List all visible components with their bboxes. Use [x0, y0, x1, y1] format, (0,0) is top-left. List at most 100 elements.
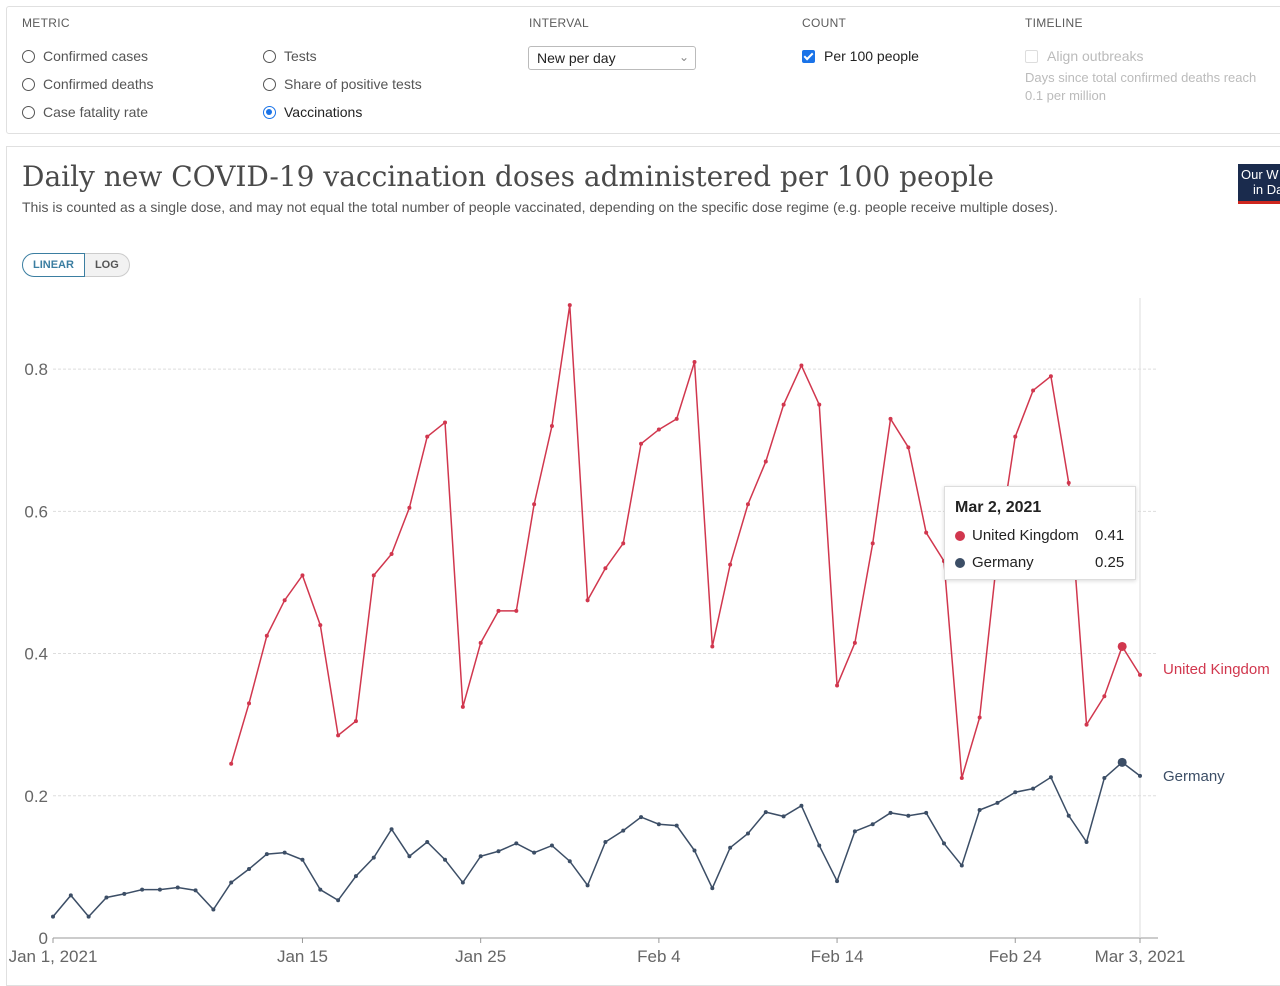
- data-point: [977, 808, 982, 812]
- data-point: [603, 566, 608, 571]
- data-point: [888, 416, 893, 421]
- data-point: [425, 840, 430, 844]
- data-point: [710, 886, 715, 891]
- metric-option-confirmed-deaths[interactable]: Confirmed deaths: [22, 76, 154, 92]
- y-tick-label: 0.6: [24, 502, 48, 521]
- data-point: [211, 907, 216, 912]
- count-per-100-option[interactable]: Per 100 people: [802, 48, 919, 64]
- data-point: [817, 402, 822, 407]
- data-point: [1138, 773, 1142, 778]
- controls-panel: [6, 6, 1280, 134]
- data-point: [1013, 790, 1018, 795]
- data-point: [817, 843, 822, 848]
- chart-subtitle: This is counted as a single dose, and ma…: [22, 199, 1058, 215]
- tooltip-series-name: United Kingdom: [972, 527, 1079, 544]
- data-point: [140, 887, 145, 892]
- germany-color-dot: [955, 557, 965, 568]
- tooltip-germany-value: 0.25: [1095, 554, 1125, 571]
- data-point: [870, 541, 875, 546]
- data-point: [460, 880, 465, 885]
- log-scale-button[interactable]: LOG: [84, 253, 130, 277]
- x-tick-label: Jan 1, 2021: [9, 947, 98, 966]
- data-point: [282, 598, 287, 603]
- data-point: [621, 828, 626, 833]
- checkbox-icon[interactable]: [1025, 49, 1038, 63]
- data-point: [247, 867, 252, 872]
- data-point: [835, 683, 840, 688]
- option-label: Align outbreaks: [1047, 48, 1144, 64]
- logo-line1: Our W: [1241, 167, 1279, 182]
- data-point: [229, 880, 234, 885]
- y-tick-label: 0: [39, 929, 48, 948]
- data-point: [1102, 776, 1107, 780]
- interval-select[interactable]: New per day ⌄: [528, 46, 696, 70]
- radio-icon[interactable]: [263, 49, 276, 63]
- data-point: [674, 416, 679, 421]
- radio-icon[interactable]: [22, 105, 35, 119]
- end-label-germany: Germany: [1163, 768, 1225, 785]
- data-point: [1138, 672, 1142, 677]
- data-point: [888, 810, 893, 815]
- data-point: [567, 859, 572, 864]
- data-point: [924, 810, 929, 815]
- data-point: [1031, 786, 1036, 791]
- count-section-title: COUNT: [802, 16, 847, 30]
- data-point: [852, 829, 857, 834]
- y-tick-label: 0.2: [24, 787, 48, 806]
- metric-option-vaccinations[interactable]: Vaccinations: [263, 104, 362, 120]
- tooltip-row-uk: United Kingdom: [955, 527, 1079, 544]
- data-point: [478, 640, 483, 645]
- radio-selected-icon[interactable]: [263, 105, 276, 119]
- metric-option-share-positive[interactable]: Share of positive tests: [263, 76, 422, 92]
- radio-icon[interactable]: [22, 77, 35, 91]
- data-point: [603, 840, 608, 844]
- data-point: [585, 883, 590, 888]
- tooltip-series-name: Germany: [972, 554, 1034, 571]
- data-point: [460, 704, 465, 709]
- data-point: [870, 822, 875, 827]
- chart-title: Daily new COVID-19 vaccination doses adm…: [22, 160, 994, 193]
- data-point: [621, 541, 626, 546]
- metric-option-confirmed-cases[interactable]: Confirmed cases: [22, 48, 148, 64]
- radio-icon[interactable]: [263, 77, 276, 91]
- option-label: Tests: [284, 48, 317, 64]
- data-point: [1084, 722, 1089, 727]
- data-point: [639, 815, 644, 820]
- metric-option-case-fatality-rate[interactable]: Case fatality rate: [22, 104, 148, 120]
- data-point: [728, 562, 733, 567]
- checkbox-checked-icon[interactable]: [802, 49, 815, 63]
- metric-option-tests[interactable]: Tests: [263, 48, 317, 64]
- data-point: [407, 854, 412, 859]
- data-point: [157, 887, 162, 892]
- data-point: [496, 849, 501, 854]
- data-point: [1048, 374, 1053, 379]
- data-point: [656, 427, 661, 432]
- y-tick-label: 0.4: [24, 645, 48, 664]
- data-point: [1117, 641, 1127, 651]
- data-point: [353, 719, 358, 724]
- align-outbreaks-option[interactable]: Align outbreaks: [1025, 48, 1144, 64]
- data-point: [1031, 388, 1036, 393]
- x-tick-label: Feb 14: [811, 947, 864, 966]
- scale-toggle: LINEAR LOG: [22, 253, 130, 277]
- data-point: [300, 857, 305, 862]
- data-point: [906, 813, 911, 818]
- data-point: [104, 895, 109, 900]
- data-point: [443, 420, 448, 425]
- radio-icon[interactable]: [22, 49, 35, 63]
- y-tick-label: 0.8: [24, 360, 48, 379]
- data-point: [799, 803, 804, 808]
- data-point: [567, 303, 572, 308]
- uk-color-dot: [955, 530, 965, 541]
- linear-scale-button[interactable]: LINEAR: [22, 253, 85, 277]
- data-point: [656, 822, 661, 827]
- data-point: [371, 573, 376, 578]
- option-label: Confirmed cases: [43, 48, 149, 64]
- x-tick-label: Jan 25: [455, 947, 506, 966]
- chevron-down-icon: ⌄: [678, 50, 689, 64]
- data-point: [852, 640, 857, 645]
- logo-line2: in Da: [1253, 182, 1280, 197]
- timeline-note-line1: Days since total confirmed deaths reach: [1025, 70, 1257, 85]
- data-point: [282, 850, 287, 855]
